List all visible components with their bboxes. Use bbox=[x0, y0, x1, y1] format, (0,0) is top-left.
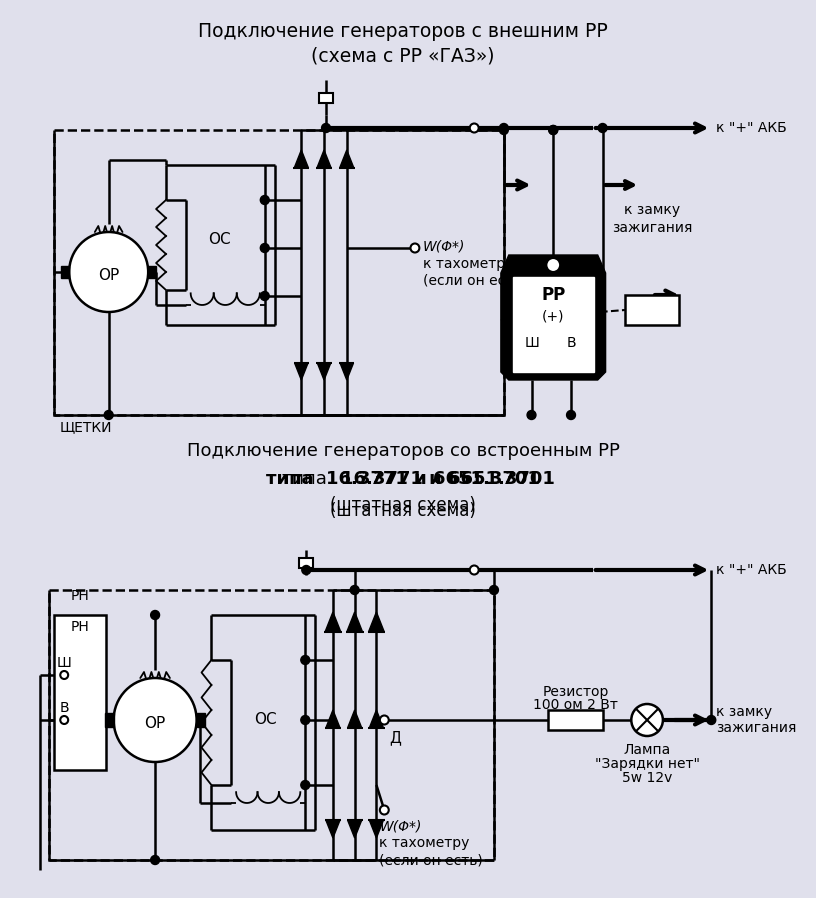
Circle shape bbox=[499, 124, 508, 133]
Bar bbox=[299, 558, 313, 568]
Text: ОС: ОС bbox=[255, 712, 277, 727]
Circle shape bbox=[301, 656, 310, 665]
Text: ОР: ОР bbox=[98, 268, 119, 283]
Circle shape bbox=[260, 243, 269, 252]
Circle shape bbox=[60, 716, 69, 724]
Bar bbox=[548, 710, 603, 730]
Circle shape bbox=[470, 566, 479, 575]
Bar bbox=[55, 130, 503, 415]
Text: Ш: Ш bbox=[524, 336, 539, 350]
Circle shape bbox=[470, 124, 479, 133]
Bar bbox=[50, 590, 494, 860]
Text: (+): (+) bbox=[542, 310, 565, 324]
Bar bbox=[61, 266, 69, 278]
Bar bbox=[55, 615, 106, 770]
Polygon shape bbox=[339, 150, 354, 168]
Text: типа: типа bbox=[282, 470, 338, 488]
Circle shape bbox=[549, 126, 557, 135]
Polygon shape bbox=[326, 820, 340, 838]
Circle shape bbox=[598, 124, 607, 133]
Text: "Зарядки нет": "Зарядки нет" bbox=[595, 757, 699, 771]
Text: Подключение генераторов со встроенным РР: Подключение генераторов со встроенным РР bbox=[187, 442, 619, 460]
Bar bbox=[625, 295, 679, 325]
Circle shape bbox=[380, 716, 388, 725]
Text: ОС: ОС bbox=[208, 233, 231, 248]
Text: 100 ом 2 Вт: 100 ом 2 Вт bbox=[533, 698, 618, 712]
Text: (штатная схема): (штатная схема) bbox=[330, 502, 476, 520]
Polygon shape bbox=[317, 150, 331, 168]
Text: Резистор: Резистор bbox=[543, 685, 609, 699]
Text: к замку: к замку bbox=[624, 203, 680, 217]
Circle shape bbox=[566, 410, 575, 419]
Circle shape bbox=[69, 232, 149, 312]
Text: к тахометру: к тахометру bbox=[379, 836, 470, 850]
Circle shape bbox=[527, 410, 536, 419]
Circle shape bbox=[60, 671, 69, 679]
Circle shape bbox=[707, 716, 716, 725]
Text: РР: РР bbox=[541, 286, 565, 304]
Text: 16.3771 и 6651.3701: 16.3771 и 6651.3701 bbox=[341, 470, 555, 488]
Polygon shape bbox=[348, 710, 361, 728]
Bar bbox=[197, 713, 206, 727]
Text: Лампа: Лампа bbox=[623, 743, 671, 757]
Text: В: В bbox=[566, 336, 576, 350]
Circle shape bbox=[301, 716, 310, 725]
Circle shape bbox=[260, 292, 269, 301]
Text: зажигания: зажигания bbox=[612, 221, 692, 235]
Circle shape bbox=[260, 196, 269, 205]
Circle shape bbox=[499, 126, 508, 135]
Text: (если он есть): (если он есть) bbox=[423, 273, 526, 287]
Polygon shape bbox=[295, 150, 308, 168]
Polygon shape bbox=[370, 820, 384, 838]
Text: к тахометру: к тахометру bbox=[423, 257, 513, 271]
Text: Ш: Ш bbox=[57, 656, 72, 670]
Polygon shape bbox=[501, 255, 605, 380]
Circle shape bbox=[104, 410, 113, 419]
Text: В: В bbox=[60, 701, 69, 715]
Circle shape bbox=[302, 566, 311, 575]
Circle shape bbox=[322, 124, 330, 133]
Circle shape bbox=[113, 678, 197, 762]
Text: Подключение генераторов с внешним РР: Подключение генераторов с внешним РР bbox=[198, 22, 608, 41]
Text: (штатная схема): (штатная схема) bbox=[330, 496, 476, 514]
Text: ОР: ОР bbox=[144, 716, 166, 730]
Polygon shape bbox=[369, 612, 384, 632]
Text: к "+" АКБ: к "+" АКБ bbox=[716, 121, 787, 135]
Polygon shape bbox=[317, 363, 330, 380]
Text: W(Φ*): W(Φ*) bbox=[423, 239, 465, 253]
Polygon shape bbox=[340, 363, 353, 380]
Circle shape bbox=[350, 585, 359, 594]
Bar bbox=[319, 92, 333, 102]
Text: ЩЕТКИ: ЩЕТКИ bbox=[60, 420, 112, 434]
Polygon shape bbox=[326, 710, 340, 728]
Text: W(Φ*): W(Φ*) bbox=[379, 819, 422, 833]
Text: РН: РН bbox=[71, 589, 90, 603]
Circle shape bbox=[380, 806, 388, 814]
Circle shape bbox=[151, 611, 160, 620]
Polygon shape bbox=[347, 612, 362, 632]
Polygon shape bbox=[348, 820, 361, 838]
Text: типа  16.3771 и 6651.3701: типа 16.3771 и 6651.3701 bbox=[266, 470, 540, 488]
Polygon shape bbox=[325, 612, 341, 632]
Text: Д: Д bbox=[389, 730, 401, 745]
Text: к замку
зажигания: к замку зажигания bbox=[716, 705, 796, 735]
Circle shape bbox=[151, 856, 160, 865]
Text: (схема с РР «ГАЗ»): (схема с РР «ГАЗ») bbox=[312, 46, 494, 65]
Text: 5w 12v: 5w 12v bbox=[622, 771, 672, 785]
Circle shape bbox=[632, 704, 663, 736]
Circle shape bbox=[490, 585, 499, 594]
Circle shape bbox=[301, 780, 310, 789]
Text: (если он есть): (если он есть) bbox=[379, 853, 483, 867]
Circle shape bbox=[410, 243, 419, 252]
Text: РН: РН bbox=[71, 620, 90, 634]
Bar bbox=[104, 713, 113, 727]
Bar bbox=[149, 266, 156, 278]
Polygon shape bbox=[370, 710, 384, 728]
Polygon shape bbox=[295, 363, 308, 380]
Text: к "+" АКБ: к "+" АКБ bbox=[716, 563, 787, 577]
Bar bbox=[512, 277, 594, 372]
Circle shape bbox=[549, 126, 557, 135]
Circle shape bbox=[547, 258, 560, 272]
